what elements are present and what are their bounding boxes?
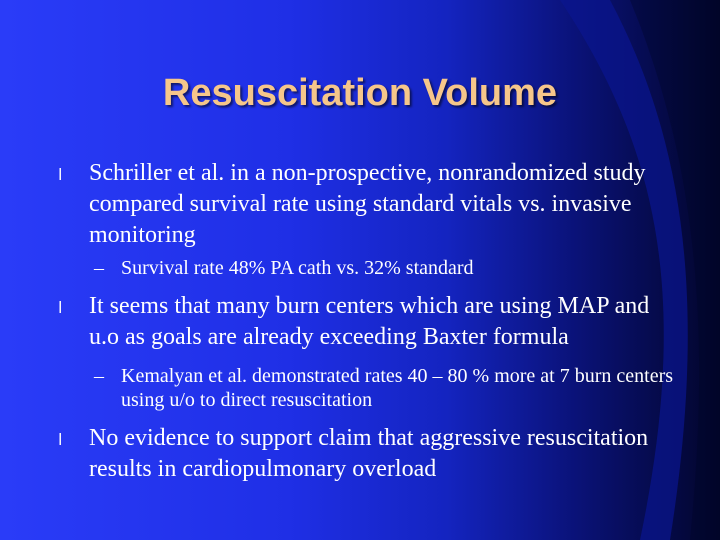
- bullet-point-1: l Schriller et al. in a non-prospective,…: [58, 158, 649, 251]
- bullet-icon: l: [58, 298, 63, 317]
- bullet-icon: l: [58, 165, 63, 184]
- sub-point-2-text: Kemalyan et al. demonstrated rates 40 – …: [121, 365, 674, 411]
- bullet-point-1-text: Schriller et al. in a non-prospective, n…: [89, 160, 646, 248]
- bullet-point-3-text: No evidence to support claim that aggres…: [89, 425, 649, 482]
- dash-icon: –: [94, 257, 104, 279]
- slide-body: l Schriller et al. in a non-prospective,…: [58, 158, 678, 485]
- sub-point-1: – Survival rate 48% PA cath vs. 32% stan…: [58, 256, 678, 280]
- bullet-point-2-text: It seems that many burn centers which ar…: [89, 293, 650, 350]
- sub-point-1-text: Survival rate 48% PA cath vs. 32% standa…: [121, 257, 474, 279]
- bullet-icon: l: [58, 430, 63, 449]
- dash-icon: –: [94, 365, 104, 387]
- bullet-point-3: l No evidence to support claim that aggr…: [58, 423, 649, 485]
- bullet-point-2: l It seems that many burn centers which …: [58, 291, 669, 353]
- slide-title: Resuscitation Volume: [162, 72, 558, 114]
- sub-point-2: – Kemalyan et al. demonstrated rates 40 …: [58, 364, 678, 412]
